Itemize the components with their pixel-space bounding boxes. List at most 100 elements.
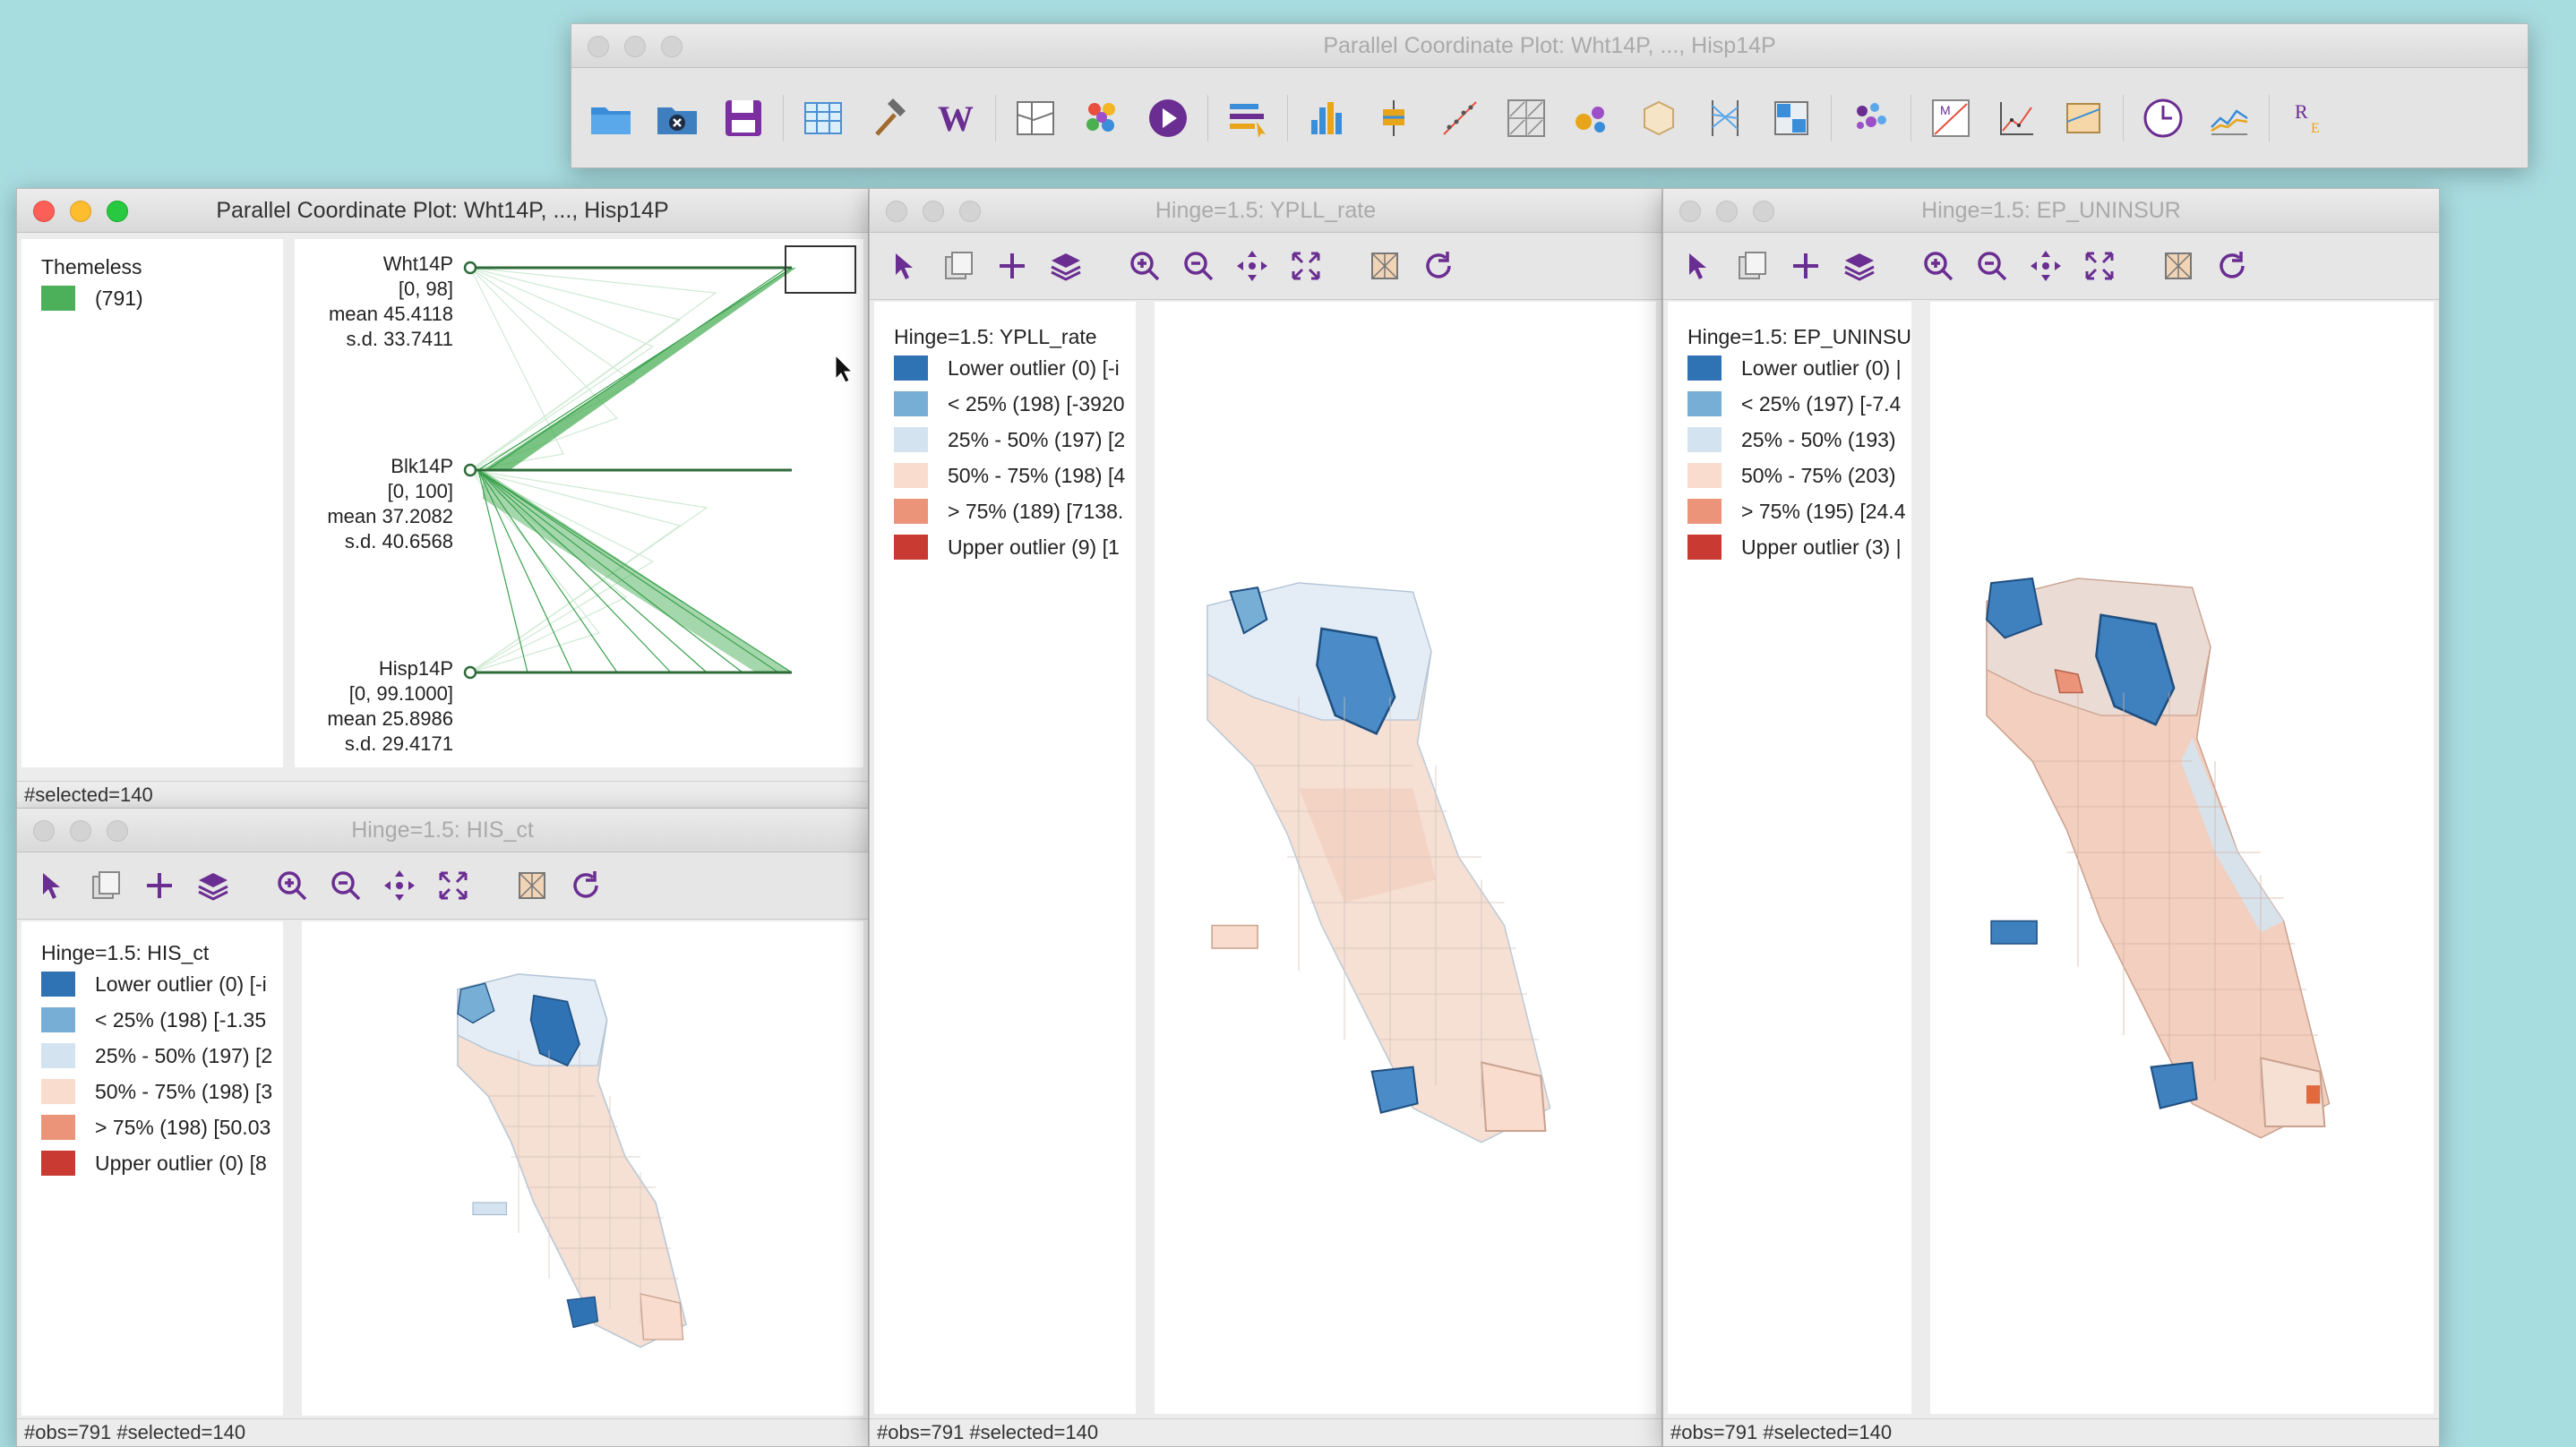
zoom-in-icon[interactable] — [1122, 244, 1167, 288]
full-extent-icon[interactable] — [2077, 244, 2122, 288]
hammer-icon[interactable] — [863, 91, 916, 145]
legend-item[interactable]: Upper outlier (9) [1 — [894, 529, 1125, 565]
minimize-button[interactable] — [1716, 201, 1738, 222]
layers-icon[interactable] — [1837, 244, 1882, 288]
copy-icon[interactable] — [83, 863, 128, 908]
close-button[interactable] — [33, 201, 55, 222]
refresh-icon[interactable] — [2210, 244, 2254, 288]
legend-item[interactable]: Upper outlier (0) [8 — [41, 1145, 272, 1181]
cube-3d-icon[interactable] — [1632, 91, 1686, 145]
copy-icon[interactable] — [1730, 244, 1774, 288]
legend-item[interactable]: Lower outlier (0) [-i — [41, 966, 272, 1002]
zoom-button[interactable] — [959, 201, 981, 222]
basemap-icon[interactable] — [2156, 244, 2201, 288]
correlogram-icon[interactable] — [2057, 91, 2110, 145]
window-controls[interactable] — [1679, 201, 1774, 222]
layers-icon[interactable] — [191, 863, 236, 908]
zoom-button[interactable] — [661, 36, 683, 57]
window-controls[interactable] — [33, 201, 128, 222]
legend-item[interactable]: < 25% (198) [-1.35 — [41, 1002, 272, 1038]
full-extent-icon[interactable] — [1284, 244, 1328, 288]
choropleth-map[interactable] — [1941, 535, 2398, 1170]
zoom-button[interactable] — [107, 820, 128, 842]
legend-item[interactable]: 50% - 75% (198) [4 — [894, 458, 1125, 493]
zoom-button[interactable] — [1753, 201, 1774, 222]
legend-item[interactable]: 50% - 75% (198) [3 — [41, 1074, 272, 1109]
window-controls[interactable] — [886, 201, 981, 222]
category-editor-icon[interactable] — [1221, 91, 1275, 145]
legend-item[interactable]: Lower outlier (0) | — [1687, 350, 1905, 386]
zoom-out-icon[interactable] — [1176, 244, 1221, 288]
play-icon[interactable] — [1141, 91, 1195, 145]
legend-item[interactable]: 25% - 50% (193) — [1687, 422, 1905, 458]
refresh-icon[interactable] — [563, 863, 608, 908]
zoom-button[interactable] — [107, 201, 128, 222]
close-button[interactable] — [588, 36, 609, 57]
cluster-icon[interactable] — [1075, 91, 1129, 145]
window-controls[interactable] — [33, 820, 128, 842]
map-canvas[interactable] — [1155, 302, 1656, 1414]
zoom-out-icon[interactable] — [323, 863, 368, 908]
legend-item[interactable]: > 75% (195) [24.4 — [1687, 493, 1905, 529]
legend-item[interactable]: < 25% (197) [-7.4 — [1687, 386, 1905, 422]
pan-icon[interactable] — [2023, 244, 2068, 288]
map-canvas[interactable] — [1930, 302, 2434, 1414]
legend-item[interactable]: < 25% (198) [-3920 — [894, 386, 1125, 422]
legend-item[interactable]: > 75% (198) [50.03 — [41, 1109, 272, 1145]
choropleth-map[interactable] — [1162, 544, 1619, 1170]
zoom-in-icon[interactable] — [270, 863, 314, 908]
add-icon[interactable] — [990, 244, 1035, 288]
save-icon[interactable] — [717, 91, 770, 145]
parallel-coordinate-icon[interactable] — [1698, 91, 1752, 145]
basemap-icon[interactable] — [1362, 244, 1407, 288]
map-canvas[interactable] — [302, 921, 863, 1416]
pcp-lines[interactable] — [295, 239, 863, 767]
table-icon[interactable] — [796, 91, 850, 145]
weights-icon[interactable]: W — [929, 91, 983, 145]
legend-item[interactable]: > 75% (189) [7138. — [894, 493, 1125, 529]
close-button[interactable] — [886, 201, 907, 222]
moran-scatter-icon[interactable]: M — [1924, 91, 1978, 145]
map-grid-icon[interactable] — [1009, 91, 1062, 145]
full-extent-icon[interactable] — [431, 863, 476, 908]
legend-item[interactable]: 50% - 75% (203) — [1687, 458, 1905, 493]
add-icon[interactable] — [1783, 244, 1828, 288]
scatter-plot-icon[interactable] — [1433, 91, 1487, 145]
legend-item[interactable]: 25% - 50% (197) [2 — [41, 1038, 272, 1074]
line-chart-icon[interactable] — [2202, 91, 2256, 145]
bubble-chart-icon[interactable] — [1566, 91, 1619, 145]
legend-item[interactable]: Lower outlier (0) [-i — [894, 350, 1125, 386]
basemap-icon[interactable] — [510, 863, 554, 908]
minimize-button[interactable] — [70, 201, 91, 222]
legend-item[interactable]: (791) — [41, 280, 143, 316]
copy-icon[interactable] — [936, 244, 981, 288]
moran-matrix-icon[interactable] — [1990, 91, 2044, 145]
close-project-icon[interactable] — [650, 91, 704, 145]
legend-item[interactable]: 25% - 50% (197) [2 — [894, 422, 1125, 458]
pan-icon[interactable] — [1230, 244, 1275, 288]
close-button[interactable] — [33, 820, 55, 842]
close-button[interactable] — [1679, 201, 1701, 222]
add-icon[interactable] — [137, 863, 182, 908]
zoom-out-icon[interactable] — [1970, 244, 2014, 288]
histogram-icon[interactable] — [1301, 91, 1354, 145]
select-icon[interactable] — [30, 863, 74, 908]
layers-icon[interactable] — [1043, 244, 1088, 288]
minimize-button[interactable] — [70, 820, 91, 842]
time-editor-icon[interactable] — [2136, 91, 2190, 145]
select-icon[interactable] — [1676, 244, 1721, 288]
window-controls[interactable] — [588, 36, 683, 57]
refresh-icon[interactable] — [1416, 244, 1461, 288]
legend-item[interactable]: Upper outlier (3) | — [1687, 529, 1905, 565]
minimize-button[interactable] — [923, 201, 944, 222]
choropleth-map[interactable] — [427, 946, 732, 1367]
lisa-cluster-icon[interactable] — [1844, 91, 1898, 145]
pan-icon[interactable] — [377, 863, 422, 908]
minimize-button[interactable] — [624, 36, 646, 57]
select-icon[interactable] — [882, 244, 927, 288]
folder-open-icon[interactable] — [584, 91, 638, 145]
conditional-plot-icon[interactable] — [1765, 91, 1818, 145]
scatter-matrix-icon[interactable] — [1499, 91, 1553, 145]
zoom-in-icon[interactable] — [1916, 244, 1961, 288]
